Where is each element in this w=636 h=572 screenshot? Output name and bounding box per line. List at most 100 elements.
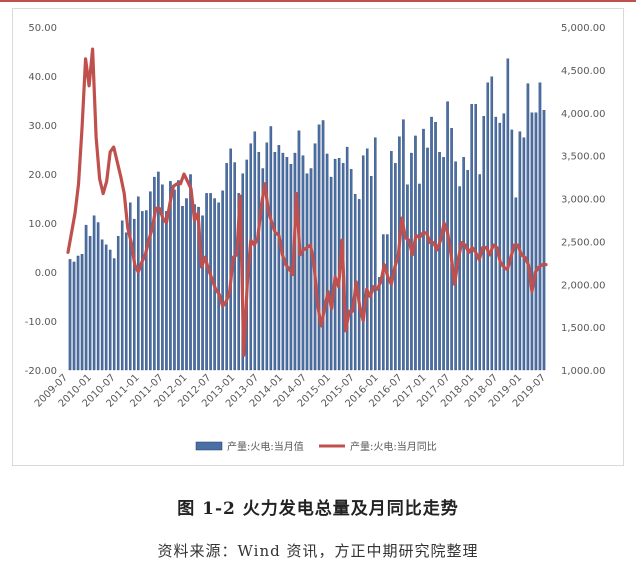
bar [269, 126, 273, 371]
bar [92, 215, 96, 371]
bar [104, 244, 108, 371]
figure-caption: 图 1-2 火力发电总量及月同比走势 [177, 499, 459, 519]
bar [502, 113, 506, 371]
bar [185, 198, 188, 371]
bar [386, 234, 389, 371]
right-tick-label: 4,500.00 [561, 66, 606, 77]
bar [120, 220, 124, 371]
left-axis: 50.00 40.00 30.00 20.00 10.00 0.00 -10.00 -20.0… [25, 23, 57, 377]
bar [478, 174, 482, 371]
bar-series [68, 58, 546, 371]
x-axis: 2009-072010-012010-072011-012011-072012-… [33, 372, 548, 409]
figure-source: 资料来源：Wind 资讯，方正中期研究院整理 [157, 542, 479, 560]
bar [498, 122, 502, 371]
bar [390, 151, 393, 371]
bar [514, 197, 518, 371]
right-axis: 5,000.00 4,500.00 4,000.00 3,500.00 3,000.00… [561, 23, 606, 377]
bar [345, 146, 349, 371]
bar [221, 190, 224, 371]
bar [494, 116, 498, 371]
bar [277, 145, 281, 371]
bar [233, 162, 236, 371]
bar [365, 148, 369, 371]
bar [265, 142, 269, 371]
bar [253, 131, 257, 371]
bar [369, 176, 373, 371]
bar [506, 58, 510, 371]
bar [161, 184, 164, 371]
left-tick-label: 50.00 [28, 23, 57, 34]
yoy-line [66, 47, 548, 357]
bar [357, 199, 361, 371]
bar [165, 211, 168, 371]
bar [462, 157, 465, 371]
right-tick-label: 3,500.00 [561, 152, 606, 163]
bar [116, 236, 120, 371]
right-tick-label: 1,500.00 [561, 323, 606, 334]
bar [72, 261, 76, 371]
bar [261, 168, 265, 371]
left-tick-label: 10.00 [28, 219, 57, 230]
bar [305, 173, 309, 371]
bar [538, 82, 542, 371]
bar [382, 234, 385, 371]
bar [542, 110, 546, 371]
right-tick-label: 2,500.00 [561, 237, 606, 248]
bar [333, 158, 337, 371]
combo-chart: 50.00 40.00 30.00 20.00 10.00 0.00 -10.00 -20.0… [25, 23, 606, 453]
bar [317, 124, 321, 371]
bar [442, 157, 445, 371]
bar [422, 128, 425, 371]
bar [173, 189, 176, 371]
bar [157, 171, 160, 371]
bar [530, 112, 534, 371]
bar [522, 137, 526, 371]
bar [68, 259, 72, 371]
bar [426, 147, 429, 371]
bar [474, 104, 477, 371]
left-tick-label: 30.00 [28, 121, 57, 132]
bar [112, 258, 116, 371]
bar [301, 155, 305, 371]
bar [193, 204, 196, 371]
right-tick-label: 2,000.00 [561, 280, 606, 291]
bar [374, 137, 377, 371]
bar [225, 163, 228, 371]
legend-line-label: 产量:火电:当月同比 [350, 440, 437, 453]
bar [325, 153, 329, 371]
bar [470, 104, 473, 371]
bar [410, 152, 413, 371]
left-tick-label: 40.00 [28, 72, 57, 83]
bar [128, 202, 132, 371]
left-tick-label: -20.00 [25, 366, 57, 377]
bar [124, 232, 128, 371]
bar [257, 152, 261, 371]
bar [321, 120, 325, 371]
bar [181, 206, 184, 371]
bar [149, 191, 152, 371]
bar [329, 176, 333, 371]
top-accent-rule [0, 0, 636, 2]
chart-frame: 50.00 40.00 30.00 20.00 10.00 0.00 -10.00 -20.0… [12, 8, 624, 466]
right-tick-label: 5,000.00 [561, 23, 606, 34]
bar [237, 193, 240, 371]
legend: 产量:火电:当月值 产量:火电:当月同比 [195, 440, 437, 453]
bar [490, 76, 494, 371]
bar [486, 82, 490, 371]
bar [414, 135, 417, 371]
bar [217, 202, 220, 371]
left-tick-label: -10.00 [25, 317, 57, 328]
right-tick-label: 4,000.00 [561, 109, 606, 120]
bar [197, 206, 200, 371]
left-tick-label: 0.00 [35, 268, 57, 279]
bar [88, 236, 92, 371]
bar [189, 174, 192, 371]
bar [378, 277, 381, 371]
bar [100, 239, 104, 371]
line-series [66, 47, 548, 357]
bar [349, 169, 353, 371]
bar [406, 184, 409, 371]
right-tick-label: 1,000.00 [561, 366, 606, 377]
bar [201, 215, 204, 371]
bar [153, 176, 156, 371]
